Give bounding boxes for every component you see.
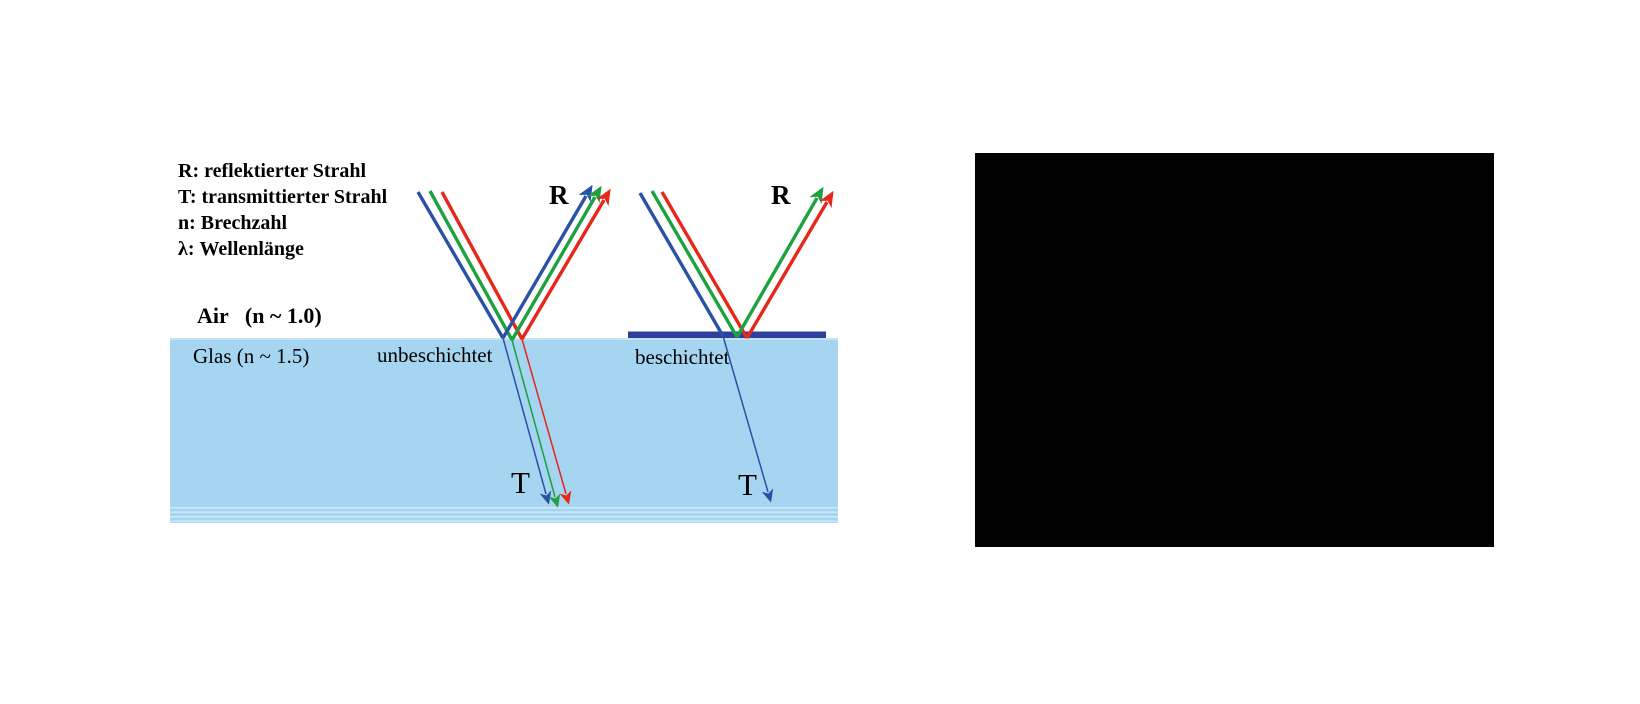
reflected-label-right: R — [771, 180, 791, 210]
air-label: Air (n ~ 1.0) — [197, 303, 322, 328]
black-panel — [975, 153, 1494, 547]
coated-incident-ray-red — [660, 191, 749, 339]
uncoated-incident-ray-blue — [416, 191, 505, 339]
legend: R: reflektierter Strahl T: transmittiert… — [178, 158, 387, 262]
legend-line-refractive-index: n: Brechzahl — [178, 212, 288, 234]
glass-label: Glas (n ~ 1.5) — [193, 344, 310, 368]
uncoated-reflected-ray-blue — [501, 184, 593, 339]
uncoated-reflected-ray-green — [510, 185, 602, 341]
coated-incident-ray-green — [650, 190, 739, 338]
reflected-label-left: R — [549, 180, 569, 210]
legend-line-reflected: R: reflektierter Strahl — [178, 160, 367, 182]
coated-label: beschichtet — [635, 345, 730, 369]
uncoated-label: unbeschichtet — [377, 343, 493, 367]
glass-bottom-stripes — [170, 507, 838, 523]
coated-incident-ray-blue — [638, 192, 725, 337]
uncoated-incident-ray-green — [428, 190, 514, 341]
transmitted-label-left: T — [511, 465, 530, 500]
legend-line-wavelength: λ: Wellenlänge — [178, 238, 304, 260]
glass-surface-highlight — [170, 338, 838, 340]
coated-reflected-ray-green — [735, 186, 824, 338]
uncoated-reflected-ray-red — [520, 188, 611, 340]
coated-reflected-ray-red — [745, 190, 834, 339]
legend-line-transmitted: T: transmittierter Strahl — [178, 186, 388, 208]
uncoated-incident-ray-red — [440, 191, 524, 340]
transmitted-label-right: T — [738, 467, 757, 502]
